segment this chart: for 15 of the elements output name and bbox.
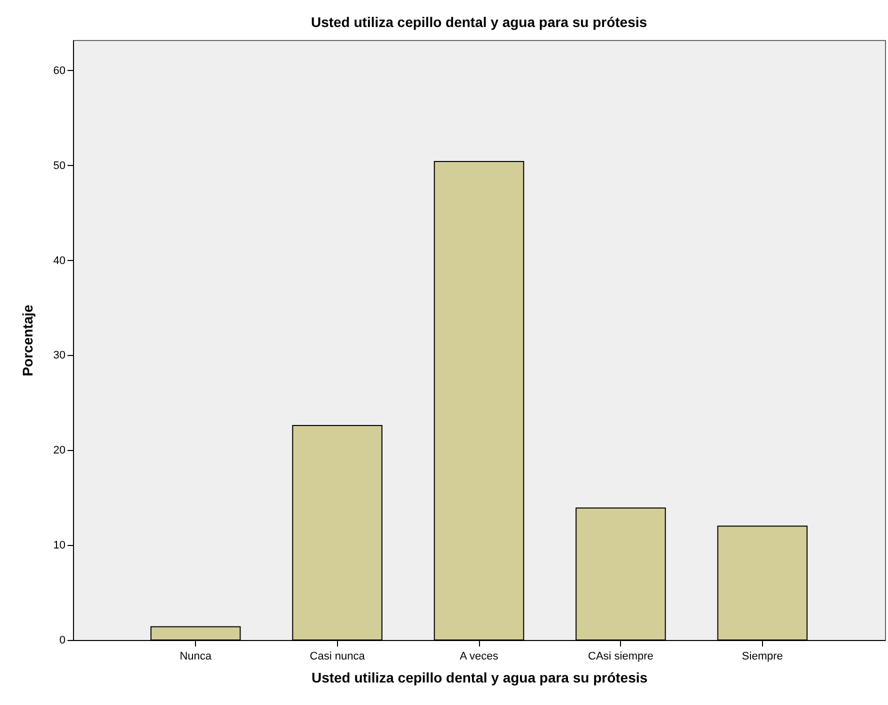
y-tick-label: 50 bbox=[53, 160, 66, 172]
x-tick-label: A veces bbox=[460, 650, 499, 662]
y-tick-label: 10 bbox=[53, 540, 66, 552]
y-axis-title: Porcentaje bbox=[19, 304, 36, 376]
y-tick-label: 60 bbox=[53, 64, 66, 77]
chart-title: Usted utiliza cepillo dental y agua para su prótesis bbox=[310, 14, 648, 30]
y-tick-label: 30 bbox=[53, 350, 66, 362]
y-tick-label: 0 bbox=[59, 634, 66, 646]
x-tick-label: Siempre bbox=[742, 650, 783, 662]
y-tick-label: 40 bbox=[53, 254, 66, 267]
y-tick-label: 20 bbox=[53, 444, 66, 457]
x-tick-label: CAsi siempre bbox=[588, 650, 654, 662]
x-axis-title: Usted utiliza cepillo dental y agua para su prótesis bbox=[311, 670, 648, 686]
x-tick-label: Nunca bbox=[180, 650, 212, 662]
x-tick-label: Casi nunca bbox=[310, 650, 366, 662]
